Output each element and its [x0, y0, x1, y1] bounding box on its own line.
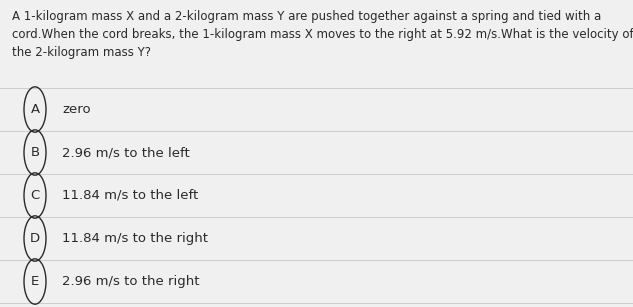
- Text: zero: zero: [62, 103, 91, 116]
- Text: D: D: [30, 232, 40, 245]
- Text: A: A: [30, 103, 39, 116]
- Text: E: E: [31, 275, 39, 288]
- Text: 2.96 m/s to the left: 2.96 m/s to the left: [62, 146, 190, 159]
- Text: A 1-kilogram mass X and a 2-kilogram mass Y are pushed together against a spring: A 1-kilogram mass X and a 2-kilogram mas…: [12, 10, 601, 23]
- Text: B: B: [30, 146, 39, 159]
- Text: 2.96 m/s to the right: 2.96 m/s to the right: [62, 275, 199, 288]
- Text: cord.When the cord breaks, the 1-kilogram mass X moves to the right at 5.92 m/s.: cord.When the cord breaks, the 1-kilogra…: [12, 28, 633, 41]
- Text: 11.84 m/s to the right: 11.84 m/s to the right: [62, 232, 208, 245]
- Text: the 2-kilogram mass Y?: the 2-kilogram mass Y?: [12, 46, 151, 59]
- Text: C: C: [30, 189, 40, 202]
- Text: 11.84 m/s to the left: 11.84 m/s to the left: [62, 189, 198, 202]
